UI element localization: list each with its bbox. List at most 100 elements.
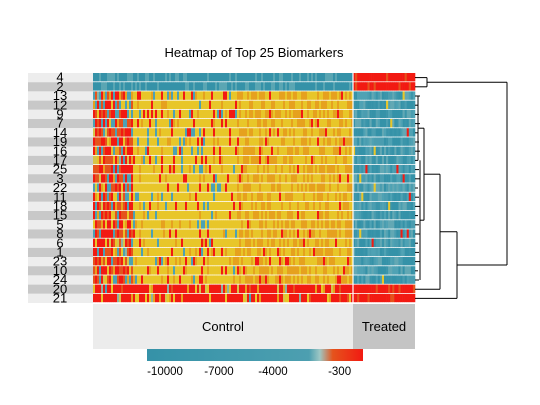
heatmap-cell bbox=[203, 165, 206, 174]
heatmap-cell bbox=[287, 211, 290, 220]
heatmap-cell bbox=[289, 165, 292, 174]
heatmap-cell bbox=[367, 109, 370, 119]
heatmap-cell bbox=[375, 275, 379, 284]
heatmap-cell bbox=[189, 137, 192, 146]
heatmap-cell bbox=[143, 128, 146, 137]
heatmap-cell bbox=[259, 238, 262, 247]
heatmap-cell bbox=[388, 211, 391, 220]
heatmap-cell bbox=[133, 91, 136, 100]
heatmap-cell bbox=[307, 211, 310, 220]
heatmap-cell bbox=[402, 119, 405, 128]
heatmap-cell bbox=[392, 220, 395, 229]
heatmap-cell bbox=[183, 109, 186, 119]
heatmap-cell bbox=[305, 229, 308, 238]
heatmap-cell bbox=[241, 238, 244, 247]
heatmap-cell bbox=[361, 137, 364, 146]
heatmap-cell bbox=[227, 275, 230, 284]
heatmap-cell bbox=[339, 119, 342, 128]
heatmap-cell bbox=[325, 119, 328, 128]
heatmap-cell bbox=[261, 229, 264, 238]
heatmap-cell bbox=[197, 293, 200, 303]
heatmap-cell bbox=[143, 82, 146, 91]
heatmap-cell bbox=[157, 284, 160, 293]
heatmap-cell bbox=[245, 100, 248, 109]
heatmap-cell bbox=[257, 119, 260, 128]
heatmap-cell bbox=[311, 192, 314, 201]
heatmap-cell bbox=[323, 192, 326, 201]
heatmap-cell bbox=[195, 73, 198, 82]
heatmap-cell bbox=[331, 128, 334, 137]
heatmap-cell bbox=[313, 211, 316, 220]
heatmap-cell bbox=[319, 284, 322, 293]
heatmap-cell bbox=[297, 137, 300, 146]
heatmap-cell bbox=[235, 293, 238, 303]
heatmap-cell bbox=[277, 293, 280, 303]
heatmap-cell bbox=[251, 100, 254, 109]
heatmap-cell bbox=[259, 119, 262, 128]
heatmap-cell bbox=[281, 183, 284, 192]
heatmap-cell bbox=[390, 192, 393, 201]
heatmap-cell bbox=[143, 247, 146, 257]
heatmap-cell bbox=[351, 165, 354, 174]
heatmap-cell bbox=[353, 155, 356, 165]
heatmap-cell bbox=[193, 119, 196, 128]
heatmap-cell bbox=[199, 293, 202, 303]
heatmap-cell bbox=[219, 192, 222, 201]
heatmap-cell bbox=[363, 192, 366, 201]
heatmap-cell bbox=[151, 275, 154, 284]
heatmap-cell bbox=[251, 211, 254, 220]
heatmap-cell bbox=[141, 211, 144, 220]
heatmap-cell bbox=[287, 257, 290, 266]
heatmap-cell bbox=[241, 73, 244, 82]
heatmap-cell bbox=[281, 257, 284, 266]
heatmap-cell bbox=[233, 174, 236, 183]
heatmap-cell bbox=[369, 220, 372, 229]
heatmap-cell bbox=[333, 266, 336, 275]
heatmap-cell bbox=[201, 247, 204, 257]
heatmap-cell bbox=[141, 82, 144, 91]
heatmap-cell bbox=[253, 247, 256, 257]
heatmap-cell bbox=[331, 119, 334, 128]
heatmap-cell bbox=[219, 82, 222, 91]
heatmap-cell bbox=[175, 201, 178, 211]
heatmap-cell bbox=[125, 183, 128, 192]
heatmap-cell bbox=[239, 82, 242, 91]
heatmap-cell bbox=[400, 82, 403, 91]
heatmap-cell bbox=[303, 82, 306, 91]
heatmap-cell bbox=[109, 100, 112, 109]
heatmap-cell bbox=[215, 266, 218, 275]
heatmap-cell bbox=[135, 82, 138, 91]
heatmap-cell bbox=[251, 155, 254, 165]
heatmap-cell bbox=[285, 284, 288, 293]
heatmap-cell bbox=[323, 82, 326, 91]
heatmap-cell bbox=[127, 165, 130, 174]
heatmap-cell bbox=[339, 82, 342, 91]
heatmap-cell bbox=[197, 201, 200, 211]
heatmap-cell bbox=[329, 146, 332, 155]
heatmap-cell bbox=[359, 257, 362, 266]
heatmap-cell bbox=[203, 128, 206, 137]
heatmap-cell bbox=[157, 247, 160, 257]
heatmap-cell bbox=[137, 275, 140, 284]
heatmap-cell bbox=[381, 293, 385, 303]
heatmap-cell bbox=[394, 192, 397, 201]
heatmap-cell bbox=[115, 119, 118, 128]
heatmap-cell bbox=[357, 82, 360, 91]
heatmap-cell bbox=[307, 293, 310, 303]
heatmap-cell bbox=[287, 293, 290, 303]
heatmap-cell bbox=[287, 174, 290, 183]
heatmap-cell bbox=[305, 201, 308, 211]
heatmap-cell bbox=[113, 73, 116, 82]
heatmap-cell bbox=[253, 229, 256, 238]
heatmap-cell bbox=[171, 220, 174, 229]
heatmap-cell bbox=[271, 100, 274, 109]
heatmap-cell bbox=[371, 100, 374, 109]
heatmap-cell bbox=[347, 155, 350, 165]
heatmap-cell bbox=[400, 220, 403, 229]
heatmap-cell bbox=[410, 174, 414, 183]
heatmap-cell bbox=[187, 183, 190, 192]
heatmap-cell bbox=[319, 211, 322, 220]
heatmap-cell bbox=[329, 266, 332, 275]
heatmap-cell bbox=[331, 229, 334, 238]
heatmap-cell bbox=[229, 165, 232, 174]
